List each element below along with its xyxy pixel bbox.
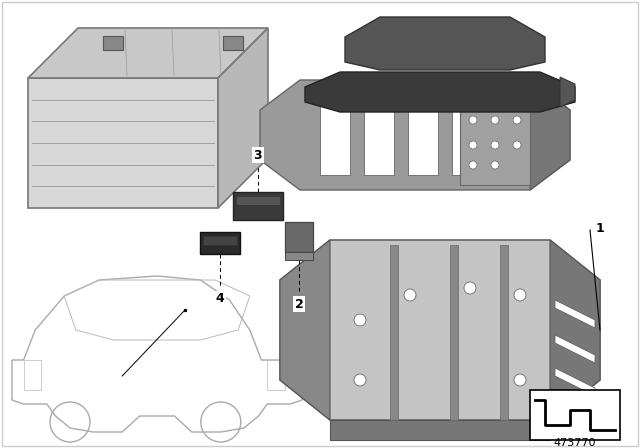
Polygon shape <box>460 85 530 185</box>
Polygon shape <box>218 28 268 208</box>
Polygon shape <box>223 36 243 50</box>
Circle shape <box>469 161 477 169</box>
Polygon shape <box>555 368 595 396</box>
Polygon shape <box>103 36 123 50</box>
Text: 1: 1 <box>596 221 604 234</box>
Polygon shape <box>555 300 595 328</box>
Polygon shape <box>260 80 570 190</box>
Polygon shape <box>28 78 218 208</box>
Polygon shape <box>450 245 458 420</box>
Circle shape <box>514 374 526 386</box>
Polygon shape <box>28 28 268 78</box>
Polygon shape <box>280 240 330 420</box>
Polygon shape <box>330 420 550 440</box>
Circle shape <box>469 141 477 149</box>
Text: 4: 4 <box>216 293 225 306</box>
Circle shape <box>491 161 499 169</box>
Polygon shape <box>280 240 600 420</box>
Polygon shape <box>285 222 313 252</box>
Circle shape <box>404 289 416 301</box>
Polygon shape <box>320 95 350 175</box>
Polygon shape <box>408 95 438 175</box>
Text: 2: 2 <box>294 297 303 310</box>
Text: 3: 3 <box>253 148 262 161</box>
Circle shape <box>469 116 477 124</box>
Circle shape <box>464 282 476 294</box>
Polygon shape <box>555 335 595 363</box>
Polygon shape <box>364 95 394 175</box>
Circle shape <box>354 314 366 326</box>
Text: 473770: 473770 <box>554 438 596 448</box>
Circle shape <box>491 141 499 149</box>
Polygon shape <box>500 245 508 420</box>
Circle shape <box>513 116 521 124</box>
Bar <box>530 390 620 440</box>
Polygon shape <box>390 245 398 420</box>
Polygon shape <box>305 72 575 112</box>
Polygon shape <box>452 95 482 175</box>
Circle shape <box>354 374 366 386</box>
Circle shape <box>491 116 499 124</box>
Polygon shape <box>200 232 240 254</box>
Polygon shape <box>345 17 545 70</box>
Polygon shape <box>530 80 570 190</box>
Polygon shape <box>233 192 283 220</box>
Polygon shape <box>496 95 526 175</box>
Polygon shape <box>203 236 237 245</box>
Polygon shape <box>236 196 280 205</box>
Circle shape <box>514 289 526 301</box>
Polygon shape <box>560 77 575 107</box>
Polygon shape <box>550 240 600 420</box>
Polygon shape <box>285 252 313 260</box>
Circle shape <box>513 141 521 149</box>
